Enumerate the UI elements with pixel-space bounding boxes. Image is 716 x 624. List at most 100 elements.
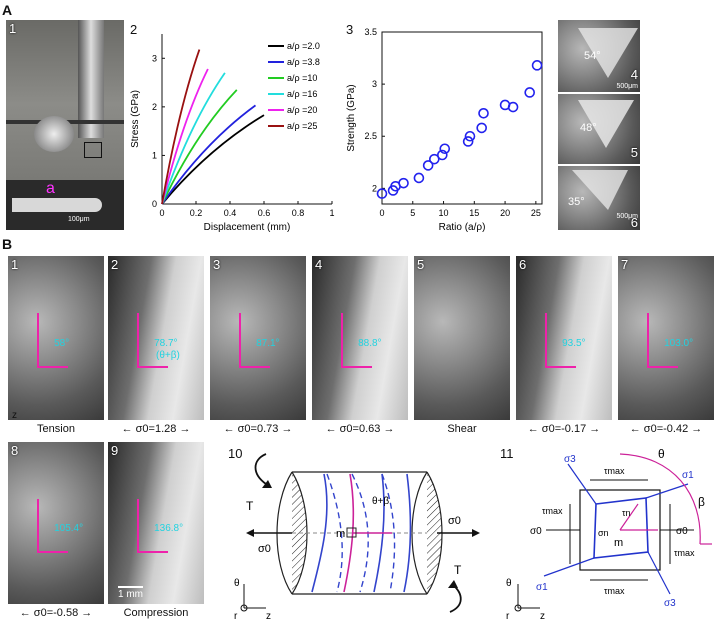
test-rig-photo: a 100μm 1 (6, 20, 124, 230)
data-point (439, 143, 451, 155)
angle-line (340, 313, 343, 366)
data-point (413, 172, 425, 184)
x-axis-title: Ratio (a/ρ) (439, 222, 486, 233)
angle-label: 78.7° (154, 338, 178, 349)
angle-line (36, 498, 39, 551)
stress-ratio-caption: ← σ0=0.63 → (325, 423, 395, 435)
x-tick-label: 1 (329, 208, 334, 218)
angle-line (544, 365, 576, 368)
caption-text: σ0=0.73 (237, 423, 279, 435)
tau-n-label: τn (622, 508, 631, 518)
r-axis-label: r (506, 611, 510, 620)
legend-entry: a/ρ =25 (287, 121, 317, 131)
stress-ratio-caption: ← σ0=1.28 → (121, 423, 191, 435)
angle-line (340, 365, 372, 368)
point-m-label: m (614, 537, 623, 549)
data-point (531, 60, 543, 71)
stress-element-diagram: θ β σ0 σ0 σ1 σ1 σ3 σ3 τmax τmax τmax τma… (506, 447, 712, 620)
fractograph-4: 54° 500μm 4 (558, 20, 640, 92)
fracture-photo-8: 8 105.4° (8, 442, 104, 604)
point-m-label: m (336, 528, 345, 540)
sigma0-label: σ0 (530, 526, 542, 537)
panel-number: 3 (213, 257, 221, 272)
angle-line (646, 365, 678, 368)
x-tick-label: 25 (531, 208, 541, 218)
notch-box (84, 142, 102, 158)
series-line (161, 49, 201, 205)
fractograph-6: 35° 500μm 6 (558, 166, 640, 230)
panel-number: 2 (111, 257, 119, 272)
data-point (478, 108, 489, 119)
x-tick-label: 5 (410, 208, 415, 218)
z-axis-label: z (266, 611, 271, 620)
panel-number: 8 (11, 443, 19, 458)
panel-number: 5 (417, 257, 425, 272)
series-line (161, 89, 238, 205)
caption-text: σ0=-0.58 (33, 607, 79, 619)
sigma-label: σ0 (448, 515, 461, 527)
angle-label: 35° (568, 196, 585, 208)
series-line (161, 114, 265, 205)
angle-line (36, 365, 68, 368)
angle-line (36, 550, 68, 553)
inset-photo: a 100μm (6, 180, 124, 230)
fracture-photo-4: 4 88.8° (312, 256, 408, 420)
legend-entry: a/ρ =20 (287, 105, 317, 115)
loading-caption: Shear (447, 423, 477, 435)
caption-text: σ0=0.63 (339, 423, 381, 435)
data-point (462, 136, 474, 147)
x-tick-label: 0.8 (292, 208, 305, 218)
x-tick-label: 0.6 (258, 208, 271, 218)
scale-bar-label: 500μm (616, 83, 638, 90)
sigma1-label: σ1 (536, 582, 548, 593)
fracture-photo-3: 3 87.1° (210, 256, 306, 420)
sigma0-label: σ0 (676, 526, 688, 537)
stress-displacement-chart: 0 0.2 0.4 0.6 0.8 1 0 1 2 3 Displacement (mm) Stres… (130, 34, 335, 233)
theta-label: θ (658, 447, 665, 461)
y-tick-label: 2.5 (364, 131, 377, 141)
theta-axis-label: θ (506, 578, 512, 589)
angle-line (646, 313, 649, 366)
tau-max-label: τmax (604, 586, 625, 596)
angle-label: 48° (580, 122, 597, 134)
y-tick-label: 3 (372, 79, 377, 89)
fracture-photo-1: 1 58° (8, 256, 104, 420)
legend-entry: a/ρ =3.8 (287, 57, 320, 67)
series-line (161, 68, 209, 205)
angle-label: 103.0° (664, 338, 694, 349)
panel-number: 9 (111, 443, 119, 458)
x-tick-label: 10 (439, 208, 449, 218)
fractograph-5: 48° 5 (558, 94, 640, 164)
theta-axis-label: θ (234, 578, 240, 589)
x-tick-label: 15 (469, 208, 479, 218)
panel-number: 4 (630, 67, 638, 82)
fracture-photo-7: 7 103.0° (618, 256, 714, 420)
angle-line (36, 313, 39, 366)
y-tick-label: 0 (152, 199, 157, 209)
angle-line (136, 365, 168, 368)
panel-number: 5 (630, 145, 638, 160)
sigma-n-label: σn (598, 528, 609, 538)
caption-text: σ0=-0.17 (541, 423, 587, 435)
scale-bar-label: 100μm (68, 216, 90, 223)
data-point (398, 177, 409, 189)
panel-number: 11 (500, 446, 514, 461)
angle-label: 54° (584, 50, 601, 62)
panel-number: 7 (621, 257, 629, 272)
tau-max-label: τmax (604, 466, 625, 476)
caption-text: σ0=1.28 (135, 423, 177, 435)
angle-label: 88.8° (358, 338, 382, 349)
fixture (34, 116, 74, 152)
z-axis-label: z (12, 410, 17, 421)
fracture-photo-5: 5 (414, 256, 510, 420)
data-point (437, 149, 448, 161)
panel-number: 10 (228, 446, 243, 461)
data-point (507, 101, 519, 113)
data-point (376, 188, 388, 199)
stress-ratio-caption: ← σ0=0.73 → (223, 423, 293, 435)
angle-line (136, 498, 139, 551)
angle-line (136, 313, 139, 366)
data-point (422, 160, 434, 171)
angle-line (238, 313, 241, 366)
legend-entry: a/ρ =10 (287, 73, 317, 83)
